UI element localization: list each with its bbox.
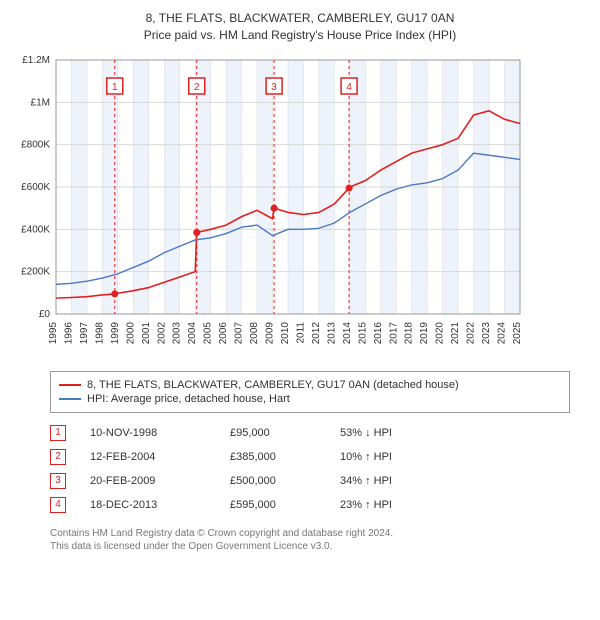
footer-line2: This data is licensed under the Open Gov… <box>50 541 332 552</box>
svg-text:1998: 1998 <box>94 321 105 344</box>
event-date: 20-FEB-2009 <box>90 475 230 487</box>
svg-text:2020: 2020 <box>435 321 446 344</box>
legend-box: 8, THE FLATS, BLACKWATER, CAMBERLEY, GU1… <box>50 371 570 413</box>
event-date: 18-DEC-2013 <box>90 499 230 511</box>
svg-text:2005: 2005 <box>203 321 214 344</box>
event-price: £385,000 <box>230 451 340 463</box>
svg-text:2002: 2002 <box>156 321 167 344</box>
title-line1: 8, THE FLATS, BLACKWATER, CAMBERLEY, GU1… <box>146 11 455 25</box>
svg-text:3: 3 <box>271 82 277 93</box>
event-diff: 53% ↓ HPI <box>340 427 450 439</box>
svg-text:2010: 2010 <box>280 321 291 344</box>
svg-text:2016: 2016 <box>373 321 384 344</box>
svg-text:2011: 2011 <box>295 321 306 343</box>
event-row: 1 10-NOV-1998£95,00053% ↓ HPI <box>50 421 570 445</box>
svg-text:2007: 2007 <box>234 321 245 344</box>
line-chart: £0 £200K £400K £600K £800K £1M £1.2M 1995 1996 19… <box>10 50 530 360</box>
svg-text:£1M: £1M <box>31 97 50 108</box>
legend-swatch <box>59 398 81 400</box>
event-number-box: 4 <box>50 497 66 513</box>
svg-text:1996: 1996 <box>63 321 74 344</box>
event-number-box: 1 <box>50 425 66 441</box>
svg-text:£600K: £600K <box>21 182 50 193</box>
svg-text:1995: 1995 <box>48 321 59 344</box>
svg-text:2001: 2001 <box>141 321 152 344</box>
svg-text:£400K: £400K <box>21 224 50 235</box>
event-price: £500,000 <box>230 475 340 487</box>
chart-area: £0 £200K £400K £600K £800K £1M £1.2M 1995 1996 19… <box>10 50 590 363</box>
svg-text:£800K: £800K <box>21 139 50 150</box>
svg-text:2022: 2022 <box>466 321 477 344</box>
svg-text:2006: 2006 <box>218 321 229 344</box>
legend-label: HPI: Average price, detached house, Hart <box>87 393 290 405</box>
svg-text:2: 2 <box>194 82 200 93</box>
footer-attribution: Contains HM Land Registry data © Crown c… <box>50 527 570 553</box>
event-number-box: 3 <box>50 473 66 489</box>
event-diff: 10% ↑ HPI <box>340 451 450 463</box>
svg-text:2017: 2017 <box>388 321 399 344</box>
svg-text:£1.2M: £1.2M <box>22 55 50 66</box>
svg-text:2012: 2012 <box>311 321 322 344</box>
svg-text:1997: 1997 <box>79 321 90 344</box>
event-date: 12-FEB-2004 <box>90 451 230 463</box>
svg-text:2021: 2021 <box>450 321 461 344</box>
legend-row: HPI: Average price, detached house, Hart <box>59 392 561 406</box>
event-row: 3 20-FEB-2009£500,00034% ↑ HPI <box>50 469 570 493</box>
svg-text:2008: 2008 <box>249 321 260 344</box>
svg-text:2019: 2019 <box>419 321 430 344</box>
svg-text:1: 1 <box>112 82 118 93</box>
event-table: 1 10-NOV-1998£95,00053% ↓ HPI 2 12-FEB-2004… <box>50 421 570 517</box>
event-price: £595,000 <box>230 499 340 511</box>
svg-text:2024: 2024 <box>497 321 508 344</box>
svg-text:2009: 2009 <box>265 321 276 344</box>
event-diff: 34% ↑ HPI <box>340 475 450 487</box>
event-diff: 23% ↑ HPI <box>340 499 450 511</box>
svg-text:£0: £0 <box>39 309 51 320</box>
event-row: 4 18-DEC-2013£595,00023% ↑ HPI <box>50 493 570 517</box>
legend-row: 8, THE FLATS, BLACKWATER, CAMBERLEY, GU1… <box>59 378 561 392</box>
svg-text:4: 4 <box>346 82 352 93</box>
svg-text:2015: 2015 <box>357 321 368 344</box>
svg-text:2000: 2000 <box>125 321 136 344</box>
svg-text:1999: 1999 <box>110 321 121 344</box>
chart-title: 8, THE FLATS, BLACKWATER, CAMBERLEY, GU1… <box>10 10 590 44</box>
svg-text:2013: 2013 <box>326 321 337 344</box>
event-row: 2 12-FEB-2004£385,00010% ↑ HPI <box>50 445 570 469</box>
event-number-box: 2 <box>50 449 66 465</box>
legend-label: 8, THE FLATS, BLACKWATER, CAMBERLEY, GU1… <box>87 379 459 391</box>
svg-text:£200K: £200K <box>21 266 50 277</box>
event-date: 10-NOV-1998 <box>90 427 230 439</box>
event-price: £95,000 <box>230 427 340 439</box>
svg-text:2023: 2023 <box>481 321 492 344</box>
svg-text:2003: 2003 <box>172 321 183 344</box>
svg-text:2018: 2018 <box>404 321 415 344</box>
svg-text:2004: 2004 <box>187 321 198 344</box>
svg-text:2014: 2014 <box>342 321 353 344</box>
title-line2: Price paid vs. HM Land Registry's House … <box>144 28 456 42</box>
footer-line1: Contains HM Land Registry data © Crown c… <box>50 528 393 539</box>
svg-text:2025: 2025 <box>512 321 523 344</box>
legend-swatch <box>59 384 81 386</box>
